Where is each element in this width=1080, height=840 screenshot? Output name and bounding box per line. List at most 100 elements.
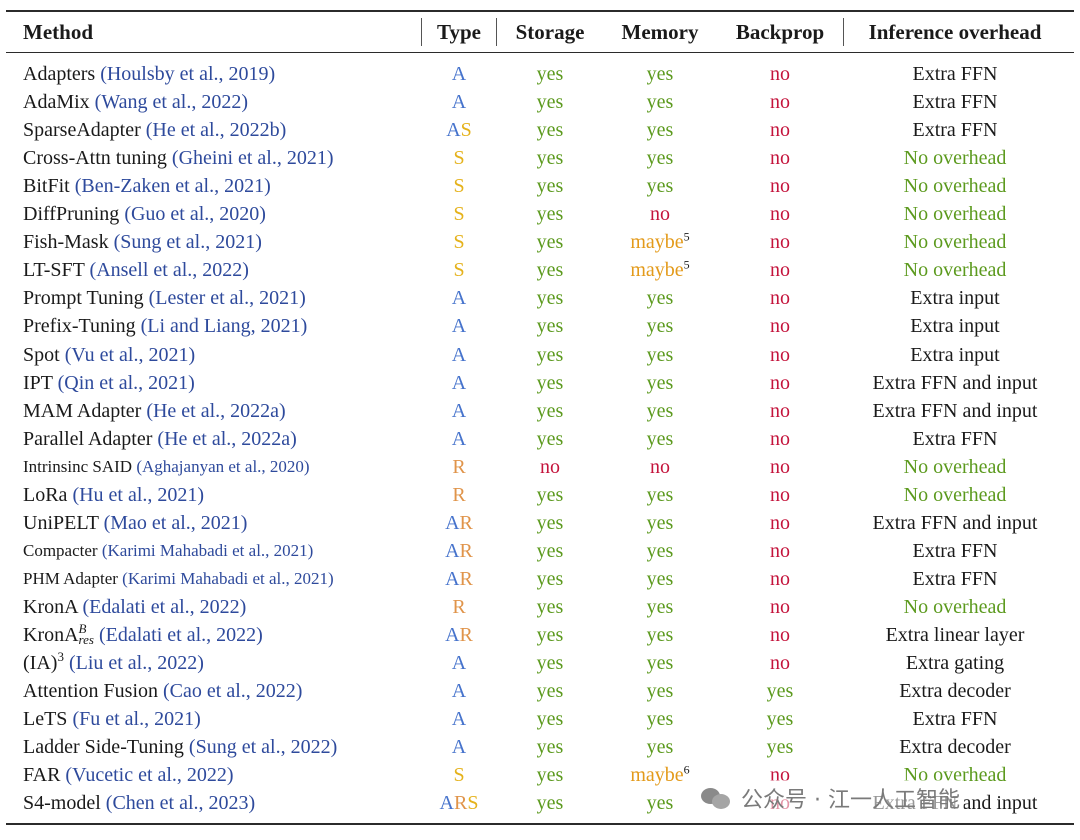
method-cell: AdaMix (Wang et al., 2022) [23, 88, 248, 116]
storage-value: yes [536, 652, 564, 675]
method-cell: LoRa (Hu et al., 2021) [23, 481, 204, 509]
method-name: LoRa [23, 483, 68, 506]
storage-value: yes [536, 764, 564, 787]
method-name: LT-SFT [23, 259, 85, 282]
citation-link[interactable]: (Karimi Mahabadi et al., 2021) [122, 568, 334, 588]
type-cell: S [430, 144, 488, 172]
type-cell: A [430, 312, 488, 340]
method-cell: Prompt Tuning (Lester et al., 2021) [23, 284, 306, 312]
citation-link[interactable]: (Hu et al., 2021) [72, 483, 205, 506]
memory-value: yes [646, 371, 674, 394]
table-row: UniPELT (Mao et al., 2021) AR yes yes no Extr… [0, 509, 1080, 537]
backprop-value: no [770, 343, 790, 366]
method-name: UniPELT [23, 511, 99, 534]
type-cell: S [430, 172, 488, 200]
inference-cell: No overhead [903, 231, 1007, 254]
footnote-marker: 5 [683, 229, 690, 244]
inference-cell: Extra FFN and input [872, 511, 1038, 534]
citation-link[interactable]: (Houlsby et al., 2019) [100, 63, 276, 85]
memory-cell: yes [605, 60, 715, 88]
memory-cell: no [605, 453, 715, 481]
citation-link[interactable]: (Gheini et al., 2021) [171, 147, 334, 170]
memory-value: yes [646, 708, 674, 731]
storage-value: yes [536, 792, 564, 815]
memory-value: yes [646, 287, 674, 310]
backprop-cell: no [725, 200, 835, 228]
type-cell: S [430, 761, 488, 789]
storage-value: yes [536, 91, 564, 114]
backprop-value: no [770, 203, 790, 226]
type-letter: R [452, 595, 466, 618]
method-subscript: res [78, 632, 94, 648]
backprop-value: no [770, 511, 790, 534]
citation-link[interactable]: (Fu et al., 2021) [72, 708, 201, 731]
citation-link[interactable]: (Sung et al., 2021) [113, 231, 262, 254]
storage-value: yes [536, 287, 564, 310]
type-letter: A [445, 511, 460, 534]
method-name: KronA [23, 624, 79, 646]
header-memory: Memory [621, 20, 699, 44]
type-cell: A [430, 341, 488, 369]
storage-value: yes [536, 567, 564, 590]
storage-value: yes [536, 147, 564, 170]
memory-cell: yes [605, 565, 715, 593]
citation-link[interactable]: (Liu et al., 2022) [68, 652, 204, 675]
method-name: Attention Fusion [23, 680, 159, 703]
citation-link[interactable]: (He et al., 2022b) [145, 119, 287, 142]
backprop-value: no [770, 91, 790, 114]
type-letter: A [451, 91, 467, 114]
citation-link[interactable]: (He et al., 2022a) [146, 399, 286, 422]
memory-value: yes [646, 652, 674, 675]
watermark-text: 公众号 · 江一人工智能 [741, 788, 960, 813]
citation-link[interactable]: (Chen et al., 2023) [105, 792, 256, 815]
method-name: Fish-Mask [23, 231, 109, 254]
citation-link[interactable]: (Mao et al., 2021) [103, 511, 248, 534]
citation-link[interactable]: (Sung et al., 2022) [188, 736, 338, 759]
backprop-cell: no [725, 621, 835, 649]
citation-link[interactable]: (Edalati et al., 2022) [82, 595, 247, 618]
memory-cell: yes [605, 789, 715, 817]
type-cell: S [430, 228, 488, 256]
type-cell: A [430, 733, 488, 761]
storage-cell: yes [500, 200, 600, 228]
backprop-cell: no [725, 312, 835, 340]
backprop-cell: no [725, 172, 835, 200]
citation-link[interactable]: (Lester et al., 2021) [148, 287, 306, 310]
citation-link[interactable]: (Aghajanyan et al., 2020) [136, 456, 310, 476]
backprop-cell: no [725, 565, 835, 593]
type-cell: AR [430, 621, 488, 649]
citation-link[interactable]: (Karimi Mahabadi et al., 2021) [101, 540, 314, 560]
method-name: (IA) [23, 652, 58, 675]
citation-link[interactable]: (Guo et al., 2020) [124, 203, 266, 226]
backprop-value: no [770, 119, 790, 142]
citation-link[interactable]: (Qin et al., 2021) [57, 371, 195, 394]
inference-cell: Extra input [910, 343, 1000, 366]
citation-link[interactable]: (Wang et al., 2022) [94, 91, 249, 114]
memory-cell: yes [605, 425, 715, 453]
type-letter: R [452, 483, 466, 506]
type-cell: R [430, 593, 488, 621]
citation-link[interactable]: (Li and Liang, 2021) [140, 315, 308, 338]
type-letter: A [451, 63, 467, 85]
citation-link[interactable]: (Vucetic et al., 2022) [65, 764, 234, 787]
memory-value: yes [646, 175, 674, 198]
citation-link[interactable]: (Ben-Zaken et al., 2021) [74, 175, 271, 198]
type-letter: A [451, 371, 467, 394]
citation-link[interactable]: (Ansell et al., 2022) [89, 259, 249, 282]
citation-link[interactable]: (He et al., 2022a) [157, 427, 297, 450]
inference-cell: No overhead [903, 259, 1007, 282]
backprop-value: no [770, 539, 790, 562]
memory-cell: yes [605, 172, 715, 200]
citation-link[interactable]: (Cao et al., 2022) [163, 680, 303, 703]
inference-cell: Extra input [910, 315, 1000, 338]
citation-link[interactable]: (Vu et al., 2021) [64, 343, 196, 366]
type-letter: S [453, 175, 465, 198]
citation-link[interactable]: (Edalati et al., 2022) [98, 624, 263, 646]
memory-cell: yes [605, 649, 715, 677]
